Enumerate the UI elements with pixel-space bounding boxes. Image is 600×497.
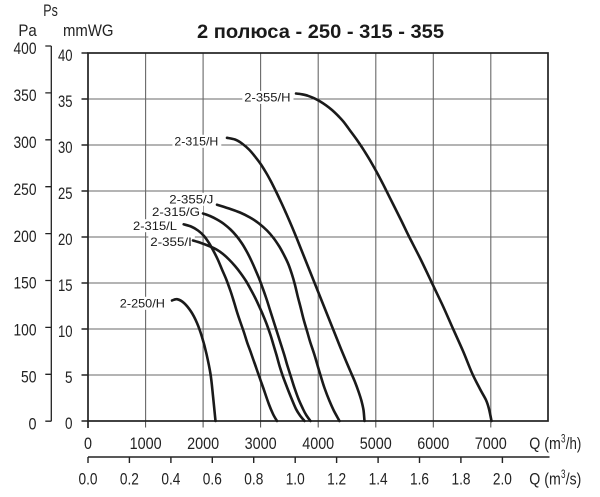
svg-text:Q (m: Q (m <box>529 469 561 488</box>
svg-text:400: 400 <box>14 39 37 58</box>
svg-text:150: 150 <box>14 274 37 293</box>
svg-text:2-355/H: 2-355/H <box>244 91 290 105</box>
svg-text:30: 30 <box>58 138 73 157</box>
svg-text:0: 0 <box>65 414 73 433</box>
svg-text:2-315/L: 2-315/L <box>133 219 177 233</box>
svg-text:1.4: 1.4 <box>369 469 388 488</box>
svg-text:1.6: 1.6 <box>410 469 429 488</box>
svg-text:2-315/G: 2-315/G <box>152 205 200 219</box>
svg-text:300: 300 <box>14 133 37 152</box>
svg-text:2-250/H: 2-250/H <box>120 297 165 311</box>
svg-text:0.4: 0.4 <box>161 469 180 488</box>
svg-text:100: 100 <box>14 321 37 340</box>
svg-text:2000: 2000 <box>187 434 219 453</box>
svg-text:1.0: 1.0 <box>286 469 305 488</box>
svg-text:Pa: Pa <box>18 21 37 40</box>
svg-text:0: 0 <box>29 414 37 433</box>
svg-text:0: 0 <box>84 434 92 453</box>
svg-text:3000: 3000 <box>245 434 277 453</box>
svg-text:0.0: 0.0 <box>79 469 98 488</box>
svg-text:350: 350 <box>14 86 37 105</box>
svg-text:40: 40 <box>58 46 73 65</box>
svg-text:2-315/H: 2-315/H <box>174 135 218 149</box>
svg-text:1.8: 1.8 <box>452 469 471 488</box>
svg-text:10: 10 <box>58 322 73 341</box>
svg-text:5: 5 <box>65 368 73 387</box>
svg-text:0.2: 0.2 <box>120 469 139 488</box>
svg-text:25: 25 <box>58 184 73 203</box>
svg-text:2 полюса - 250 - 315 - 355: 2 полюса - 250 - 315 - 355 <box>197 21 444 43</box>
svg-text:4000: 4000 <box>302 434 334 453</box>
svg-text:/s): /s) <box>566 469 582 488</box>
svg-text:Q (m: Q (m <box>529 434 561 453</box>
svg-text:35: 35 <box>58 92 73 111</box>
svg-text:3: 3 <box>561 434 566 446</box>
svg-text:50: 50 <box>21 368 37 387</box>
svg-text:250: 250 <box>14 180 37 199</box>
svg-text:2.0: 2.0 <box>493 469 512 488</box>
svg-text:mmWG: mmWG <box>63 21 114 40</box>
svg-text:0.8: 0.8 <box>244 469 263 488</box>
svg-text:1000: 1000 <box>130 434 162 453</box>
svg-text:200: 200 <box>14 227 37 246</box>
svg-text:20: 20 <box>58 230 73 249</box>
svg-text:3: 3 <box>561 469 566 481</box>
svg-text:2-355/I: 2-355/I <box>150 235 192 249</box>
svg-text:5000: 5000 <box>360 434 392 453</box>
svg-text:Ps: Ps <box>43 1 58 20</box>
svg-text:1.2: 1.2 <box>327 469 346 488</box>
svg-text:6000: 6000 <box>417 434 449 453</box>
svg-text:/h): /h) <box>566 434 582 453</box>
svg-text:7000: 7000 <box>475 434 507 453</box>
svg-text:0.6: 0.6 <box>203 469 222 488</box>
svg-text:2-355/J: 2-355/J <box>169 193 213 207</box>
svg-text:15: 15 <box>58 276 73 295</box>
